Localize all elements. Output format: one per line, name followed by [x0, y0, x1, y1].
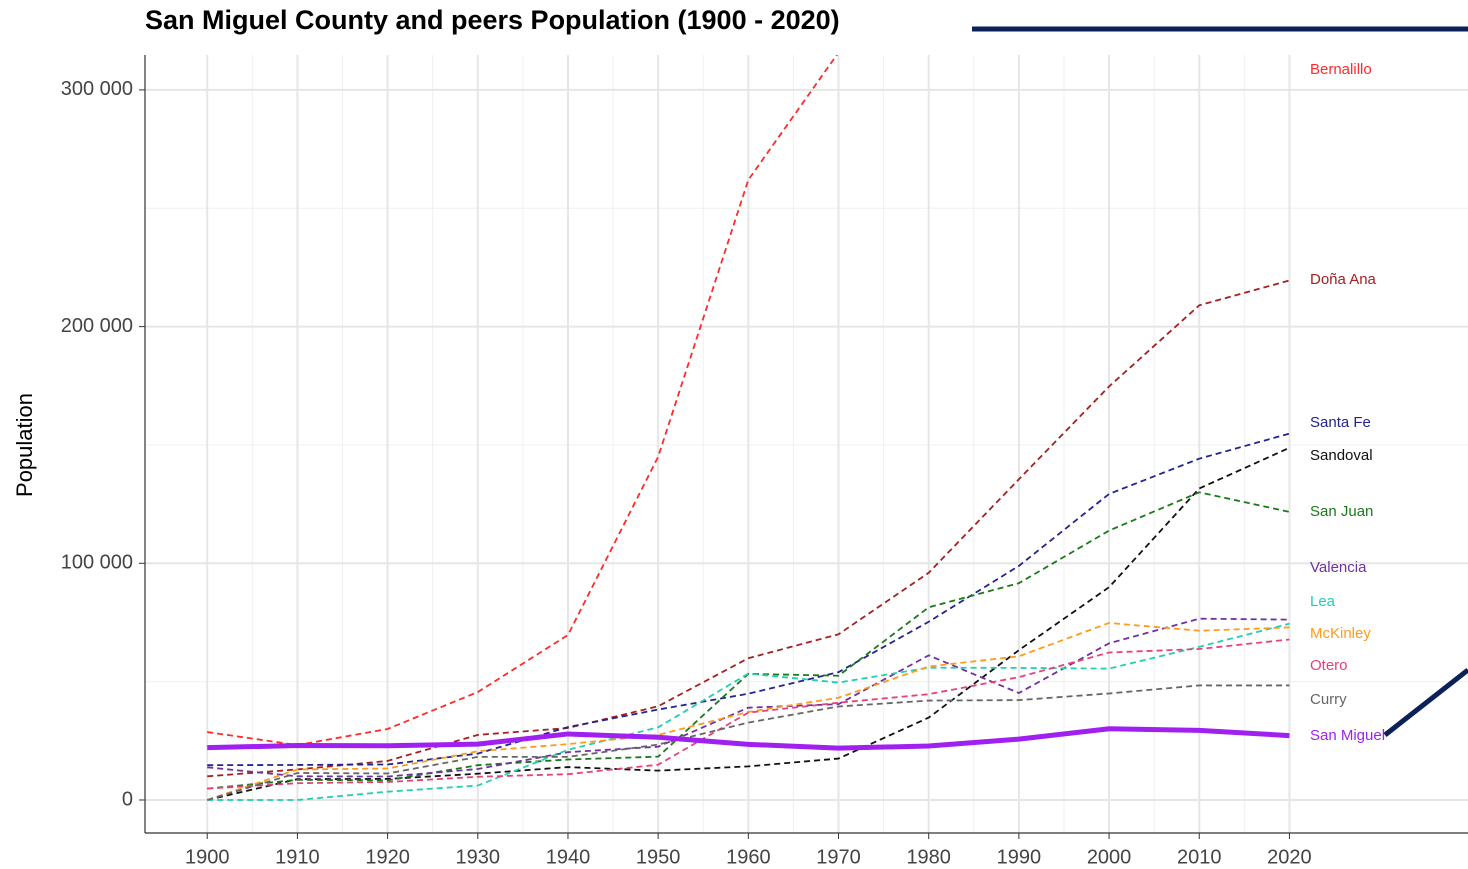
series-line: [207, 726, 1290, 751]
series-label: Bernalillo: [1310, 61, 1372, 78]
y-axis-label: Population: [12, 393, 37, 497]
series-label: Lea: [1310, 593, 1336, 610]
x-tick-label: 2020: [1267, 846, 1312, 868]
x-tick-label: 1930: [456, 846, 501, 868]
series-label: Valencia: [1310, 559, 1367, 576]
x-tick-label: 1900: [185, 846, 230, 868]
series-line: [207, 432, 1290, 767]
y-tick-label: 300 000: [61, 78, 133, 100]
y-tick-label: 100 000: [61, 552, 133, 574]
x-tick-label: 1970: [816, 846, 861, 868]
series-line: [207, 617, 1290, 778]
series-line: [207, 622, 1290, 801]
series-label: McKinley: [1310, 625, 1371, 642]
chart-title: San Miguel County and peers Population (…: [145, 5, 840, 35]
series-label: San Juan: [1310, 503, 1373, 520]
series-label: San Miguel: [1310, 727, 1385, 744]
series-label: Otero: [1310, 657, 1348, 674]
series-line: [207, 55, 838, 746]
series-line: [206, 684, 1290, 801]
x-tick-label: 1950: [636, 846, 681, 868]
series-label: Sandoval: [1310, 447, 1373, 464]
series-line: [207, 638, 1290, 790]
series-line: [207, 279, 1290, 778]
series-line: [207, 446, 1290, 801]
x-tick-label: 1980: [906, 846, 951, 868]
x-tick-label: 1960: [726, 846, 771, 868]
y-tick-label: 200 000: [61, 315, 133, 337]
x-tick-label: 1940: [546, 846, 591, 868]
x-tick-label: 1990: [997, 846, 1042, 868]
series-label: Santa Fe: [1310, 414, 1371, 431]
series-label: Curry: [1310, 691, 1347, 708]
decor-line: [1383, 668, 1468, 737]
x-tick-label: 2010: [1177, 846, 1222, 868]
y-tick-label: 0: [122, 788, 133, 810]
x-tick-label: 1910: [275, 846, 320, 868]
x-tick-label: 1920: [365, 846, 410, 868]
series-label: Doña Ana: [1310, 271, 1377, 288]
x-tick-label: 2000: [1087, 846, 1132, 868]
